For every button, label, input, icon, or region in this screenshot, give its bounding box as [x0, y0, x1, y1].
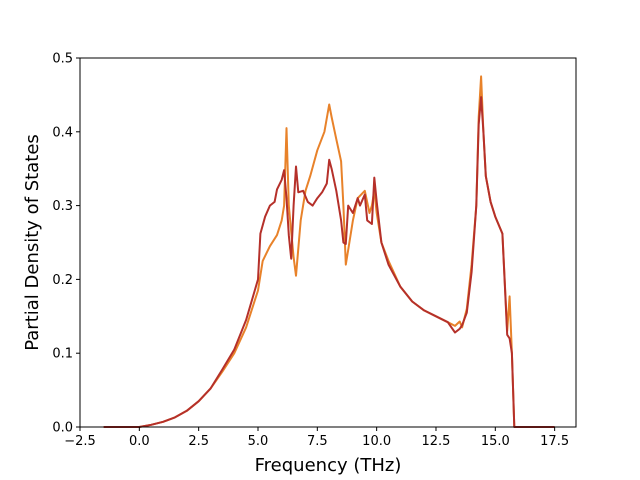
x-axis-title: Frequency (THz)	[255, 455, 402, 476]
y-axis-ticks: 0.0 0.1 0.2 0.3 0.4 0.5	[52, 52, 80, 436]
x-tick-label: −2.5	[64, 434, 96, 449]
y-tick-label: 0.1	[52, 347, 73, 362]
x-tick-label: 12.5	[422, 434, 451, 449]
series-line-2	[103, 96, 555, 428]
x-tick-label: 15.0	[481, 434, 510, 449]
y-tick-label: 0.3	[52, 199, 73, 214]
x-tick-label: 17.5	[540, 434, 569, 449]
y-tick-label: 0.2	[52, 273, 73, 288]
x-tick-label: 7.5	[307, 434, 328, 449]
y-tick-label: 0.0	[52, 421, 73, 436]
x-tick-label: 2.5	[188, 434, 209, 449]
x-tick-label: 10.0	[362, 434, 391, 449]
series-line-1	[103, 75, 555, 428]
x-tick-label: 0.0	[129, 434, 150, 449]
y-tick-label: 0.5	[52, 52, 73, 67]
x-axis-ticks: −2.5 0.0 2.5 5.0 7.5 10.0 12.5 15.0 17.5	[64, 427, 569, 449]
plot-frame	[79, 57, 577, 428]
series-layer	[103, 75, 555, 428]
x-tick-label: 5.0	[248, 434, 269, 449]
y-tick-label: 0.4	[52, 125, 73, 140]
y-axis-title: Partial Density of States	[22, 134, 43, 351]
